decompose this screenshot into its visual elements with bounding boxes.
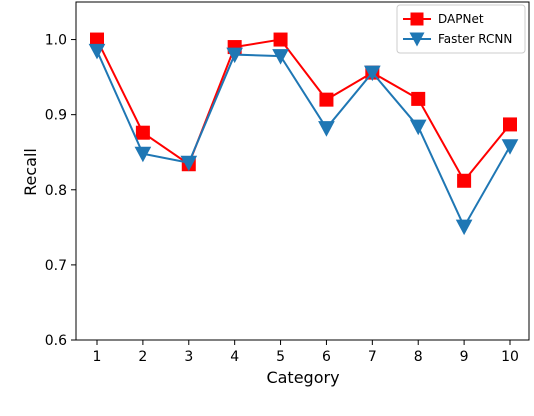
x-tick-label: 4 <box>230 349 239 365</box>
data-point-square <box>503 117 517 132</box>
data-point-triangle <box>134 146 152 163</box>
x-tick-label: 2 <box>138 349 147 365</box>
x-tick-label: 1 <box>93 349 102 365</box>
x-tick-label: 3 <box>184 349 193 365</box>
y-tick-label: 0.9 <box>45 108 67 124</box>
series-dapnet <box>90 32 517 188</box>
legend-label: Faster RCNN <box>438 32 512 46</box>
y-tick-label: 0.8 <box>45 183 67 199</box>
series-line <box>96 50 511 229</box>
x-tick-label: 10 <box>501 349 519 365</box>
y-tick-label: 0.7 <box>45 258 67 274</box>
legend-marker-triangle <box>409 32 425 47</box>
legend-entry-dapnet: DAPNet <box>403 12 484 26</box>
series-faster-rcnn <box>88 43 519 236</box>
x-tick-label: 7 <box>368 349 377 365</box>
x-tick-label: 6 <box>322 349 331 365</box>
x-tick-label: 9 <box>460 349 469 365</box>
series-layer <box>88 32 519 236</box>
series-line <box>96 38 511 183</box>
caption-fragment <box>0 398 534 416</box>
axes-layer: 1 2 3 4 5 6 7 8 9 10 0.6 0.7 0.8 0.9 1.0 <box>45 1 530 365</box>
legend-marker-square <box>410 12 424 26</box>
data-point-square <box>135 125 150 140</box>
x-tick-label: 5 <box>276 349 285 365</box>
data-point-square <box>273 32 288 47</box>
data-point-triangle <box>501 139 519 155</box>
data-point-square <box>457 173 472 188</box>
data-point-triangle <box>363 65 381 82</box>
y-axis-label: Recall <box>21 148 40 196</box>
legend-entry-faster-rcnn: Faster RCNN <box>403 32 512 47</box>
data-point-triangle <box>409 119 427 136</box>
legend: DAPNet Faster RCNN <box>396 4 526 54</box>
legend-box <box>396 4 526 54</box>
x-tick-label: 8 <box>414 349 423 365</box>
data-point-triangle <box>226 47 244 64</box>
data-point-square <box>411 91 426 106</box>
plot-frame <box>75 1 530 341</box>
x-axis-label: Category <box>266 368 339 387</box>
data-point-triangle <box>180 155 198 172</box>
y-tick-label: 1.0 <box>45 33 67 49</box>
y-tick-label: 0.6 <box>45 333 67 349</box>
data-point-triangle <box>318 121 335 137</box>
legend-label: DAPNet <box>438 12 484 26</box>
data-point-square <box>319 92 334 107</box>
data-point-triangle <box>455 219 473 236</box>
data-point-triangle <box>272 49 289 65</box>
data-point-triangle <box>88 43 106 60</box>
